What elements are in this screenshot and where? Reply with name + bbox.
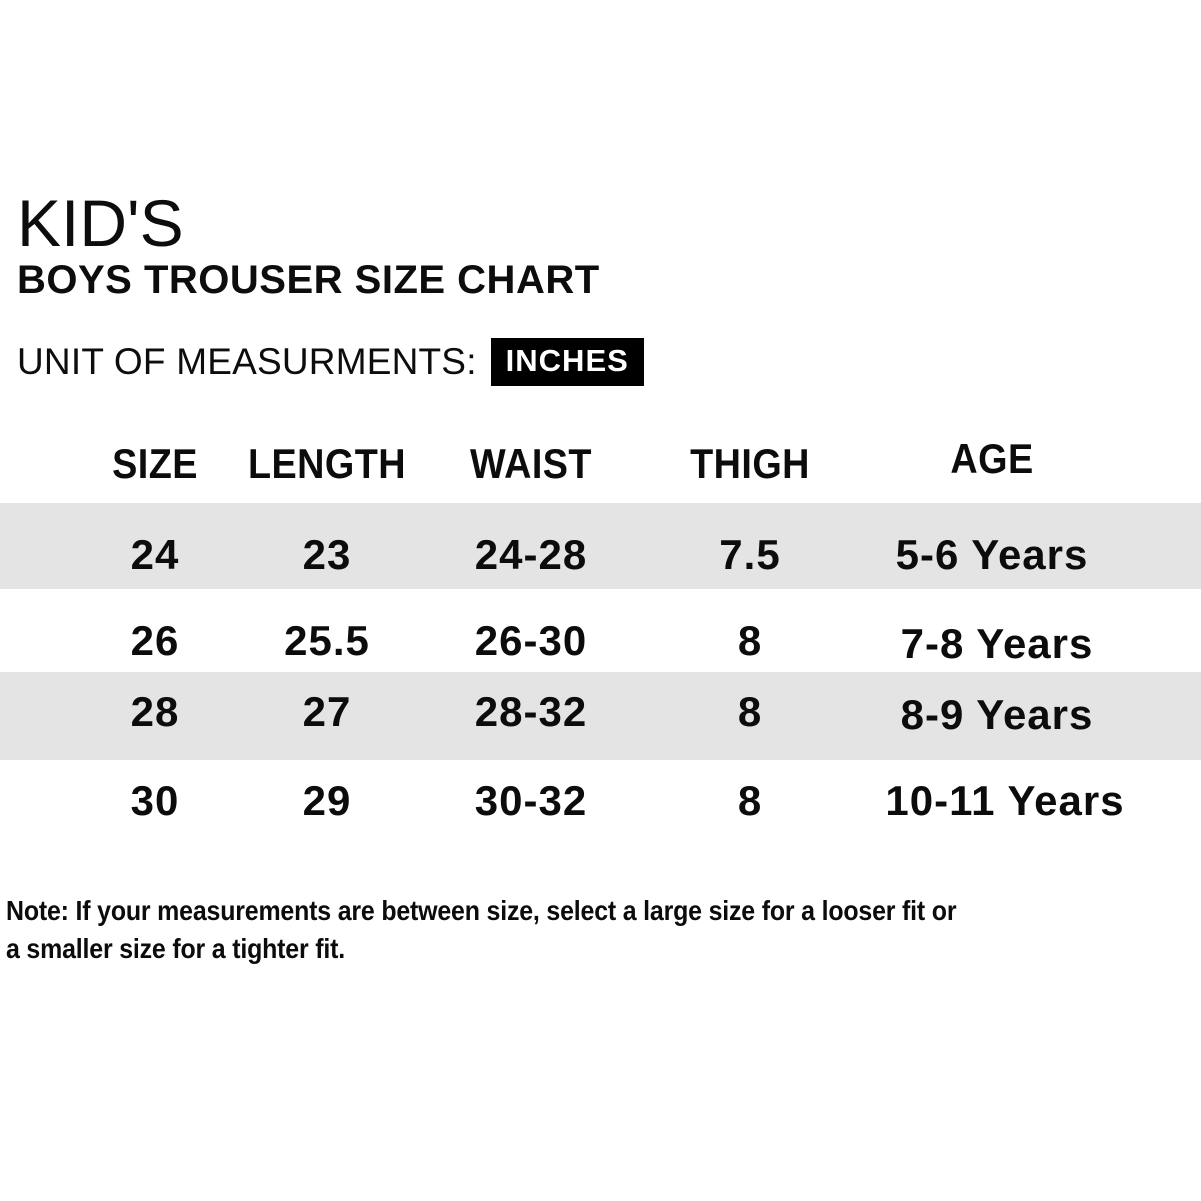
- cell-waist: 24-28: [474, 531, 588, 578]
- fit-note-line-1: Note: If your measurements are between s…: [6, 895, 957, 926]
- cell-size: 30: [130, 776, 180, 824]
- cell-size: 24: [130, 531, 180, 578]
- cell-waist: 30-32: [474, 776, 588, 824]
- column-header-age: AGE: [950, 434, 1034, 482]
- table-row: 28 27 28-32 8 8-9 Years: [0, 672, 1201, 760]
- cell-waist: 26-30: [474, 616, 588, 664]
- column-header-thigh: THIGH: [690, 439, 810, 487]
- cell-length: 25.5: [284, 616, 370, 664]
- column-header-size: SIZE: [112, 439, 198, 487]
- cell-length: 29: [302, 776, 352, 824]
- cell-thigh: 7.5: [719, 531, 781, 578]
- cell-thigh: 8: [737, 688, 763, 735]
- page-title-category: KID'S: [17, 186, 184, 260]
- fit-note: Note: If your measurements are between s…: [6, 892, 1119, 967]
- table-row: 30 29 30-32 8 10-11 Years: [0, 760, 1201, 845]
- fit-note-line-2: a smaller size for a tighter fit.: [6, 932, 345, 964]
- cell-age: 8-9 Years: [900, 691, 1094, 738]
- cell-size: 28: [130, 688, 180, 735]
- cell-thigh: 8: [737, 616, 763, 664]
- cell-age: 5-6 Years: [895, 531, 1089, 578]
- column-header-length: LENGTH: [247, 439, 407, 487]
- size-table: SIZE LENGTH WAIST THIGH AGE 24 23 24-28 …: [0, 432, 1201, 845]
- table-header-row: SIZE LENGTH WAIST THIGH AGE: [0, 432, 1201, 503]
- table-row: 26 25.5 26-30 8 7-8 Years: [0, 589, 1201, 672]
- cell-age: 7-8 Years: [900, 619, 1094, 667]
- cell-age: 10-11 Years: [885, 776, 1125, 824]
- cell-size: 26: [130, 616, 180, 664]
- unit-label: UNIT OF MEASURMENTS:: [17, 341, 477, 382]
- table-row: 24 23 24-28 7.5 5-6 Years: [0, 503, 1201, 589]
- cell-waist: 28-32: [474, 688, 588, 735]
- cell-length: 27: [302, 688, 352, 735]
- page-title-main: BOYS TROUSER SIZE CHART: [17, 258, 600, 302]
- unit-value-badge: INCHES: [490, 338, 644, 386]
- cell-length: 23: [302, 531, 352, 578]
- unit-of-measurement-row: UNIT OF MEASURMENTS: INCHES: [17, 338, 644, 386]
- cell-thigh: 8: [737, 776, 763, 824]
- column-header-waist: WAIST: [470, 439, 592, 487]
